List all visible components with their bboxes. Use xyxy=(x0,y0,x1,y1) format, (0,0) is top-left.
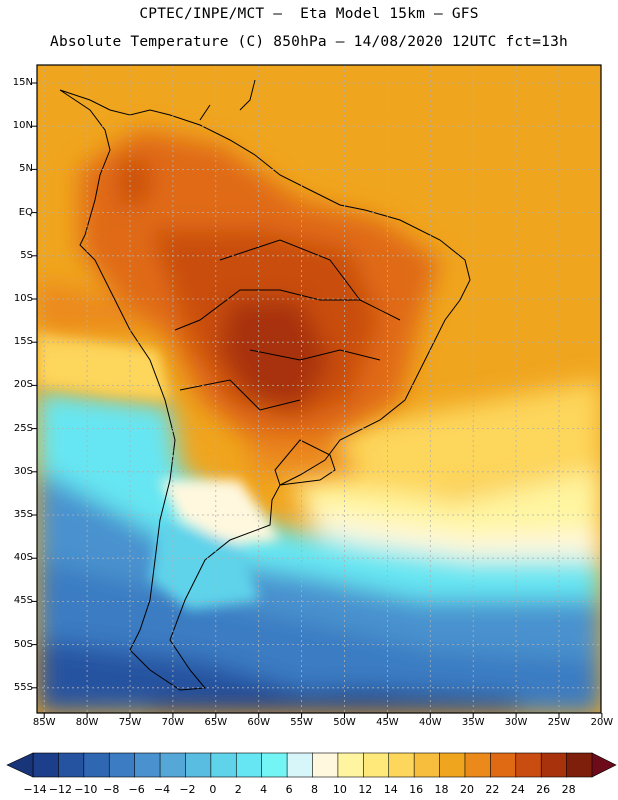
colorbar-swatch xyxy=(566,752,593,778)
lon-label: 60W xyxy=(247,717,270,728)
colorbar-label: 8 xyxy=(311,783,318,796)
colorbar-label: 20 xyxy=(459,783,474,796)
lat-label: 5S xyxy=(20,249,33,261)
lat-label: EQ xyxy=(18,206,33,218)
gridlines xyxy=(37,65,601,713)
colorbar-swatch xyxy=(464,752,491,778)
colorbar-label: −4 xyxy=(153,783,171,796)
lon-label: 20W xyxy=(590,717,614,728)
lat-label: 30S xyxy=(13,465,33,477)
lon-label: 50W xyxy=(333,717,356,728)
lat-label: 40S xyxy=(13,552,33,564)
lat-label: 15N xyxy=(12,77,33,88)
colorbar-swatch xyxy=(388,752,415,778)
colorbar-swatch xyxy=(185,752,212,778)
colorbar-label: 22 xyxy=(485,783,500,796)
colorbar-label: 10 xyxy=(332,783,347,796)
colorbar-swatch xyxy=(58,752,85,778)
colorbar-label: 0 xyxy=(209,783,217,796)
colorbar-label: 24 xyxy=(510,783,525,796)
lat-label: 45S xyxy=(13,595,33,607)
colorbar-label: 28 xyxy=(561,783,576,796)
colorbar xyxy=(6,752,617,778)
colorbar-swatch xyxy=(337,752,364,778)
lat-label: 25S xyxy=(13,422,33,434)
lat-label: 35S xyxy=(13,509,33,520)
colorbar-swatch xyxy=(235,752,263,778)
colorbar-swatch xyxy=(286,752,314,778)
colorbar-swatch xyxy=(439,752,466,778)
colorbar-swatch xyxy=(134,752,161,778)
lat-label: 20S xyxy=(13,379,33,391)
colorbar-swatch xyxy=(108,752,136,778)
colorbar-label: 12 xyxy=(358,783,373,796)
colorbar-swatch xyxy=(83,752,110,778)
colorbar-swatch xyxy=(540,752,568,778)
lat-label: 10S xyxy=(13,293,33,304)
colorbar-label: −8 xyxy=(103,783,120,796)
lat-label: 15S xyxy=(13,336,33,348)
colorbar-over-arrow xyxy=(591,752,617,778)
lon-label: 55W xyxy=(290,717,313,728)
colorbar-swatch xyxy=(490,752,517,778)
colorbar-label: 14 xyxy=(383,783,398,796)
colorbar-swatch xyxy=(413,752,441,778)
lon-label: 30W xyxy=(504,717,528,728)
lat-label: 55S xyxy=(13,681,33,693)
lon-label: 35W xyxy=(461,717,485,728)
lat-label: 5N xyxy=(19,163,33,175)
colorbar-swatch xyxy=(363,752,390,778)
colorbar-label: −6 xyxy=(128,783,145,796)
colorbar-label: 16 xyxy=(409,783,424,796)
colorbar-label: 18 xyxy=(434,783,449,796)
title-line-1: CPTEC/INPE/MCT – Eta Model 15km – GFS xyxy=(139,6,479,22)
coastlines xyxy=(59,79,471,691)
lon-label: 65W xyxy=(204,717,228,728)
colorbar-label: 2 xyxy=(234,783,242,796)
colorbar-under-arrow xyxy=(6,752,34,778)
colorbar-label: −10 xyxy=(74,783,98,796)
colorbar-swatch xyxy=(312,752,339,778)
colorbar-swatch xyxy=(159,752,187,778)
lon-label: 25W xyxy=(547,717,571,728)
colorbar-swatch xyxy=(515,752,542,778)
lon-label: 40W xyxy=(418,717,442,728)
lon-label: 80W xyxy=(75,717,99,728)
colorbar-label: 6 xyxy=(285,783,293,796)
colorbar-label: −2 xyxy=(179,783,196,796)
lat-label: 10N xyxy=(12,120,33,132)
colorbar-label: −14 xyxy=(23,783,47,796)
colorbar-swatch xyxy=(261,752,288,778)
lon-label: 45W xyxy=(376,717,399,728)
lat-label: 50S xyxy=(13,638,33,650)
lon-label: 70W xyxy=(161,717,185,728)
colorbar-swatch xyxy=(210,752,237,778)
map-frame xyxy=(36,64,602,714)
colorbar-label: 4 xyxy=(260,783,268,796)
colorbar-label: 26 xyxy=(536,783,551,796)
lon-label: 85W xyxy=(32,717,56,728)
lon-label: 75W xyxy=(118,717,142,728)
title-line-2: Absolute Temperature (C) 850hPa – 14/08/… xyxy=(50,34,568,50)
colorbar-swatch xyxy=(32,752,60,778)
colorbar-label: −12 xyxy=(48,783,73,796)
temperature-field xyxy=(37,65,601,713)
